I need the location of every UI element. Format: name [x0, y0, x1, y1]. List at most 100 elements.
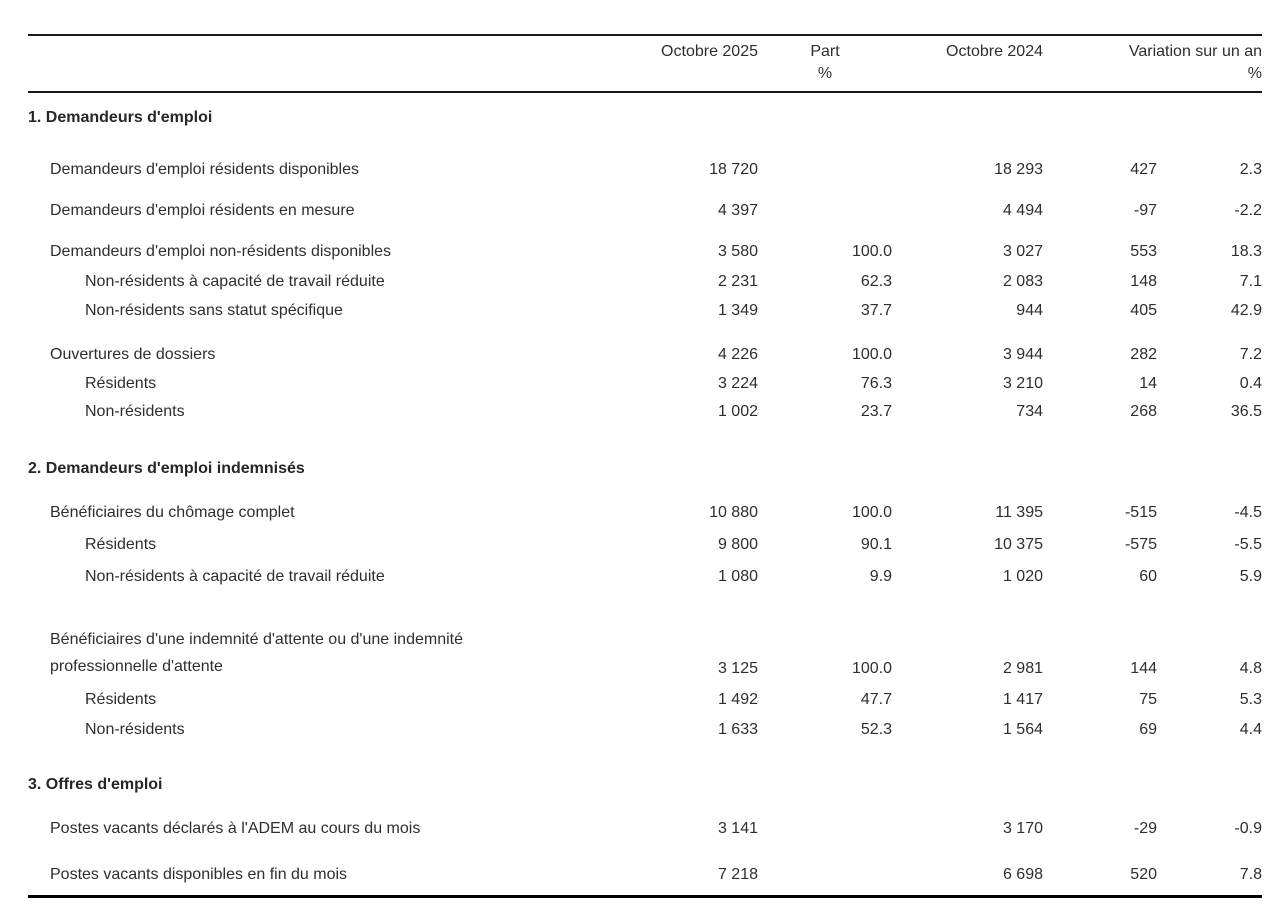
value-variation: 148 — [1130, 273, 1157, 290]
value-part: 90.1 — [860, 536, 892, 553]
column-header-octobre-2024: Octobre 2024 — [946, 43, 1043, 60]
value-variation: 14 — [1139, 375, 1157, 392]
column-header-octobre-2025: Octobre 2025 — [661, 43, 758, 60]
row-label: Résidents — [85, 536, 157, 553]
table-header-row-2: % % — [28, 63, 1262, 91]
value-part: 100.0 — [851, 243, 892, 260]
row-label: Ouvertures de dossiers — [50, 346, 216, 363]
value-variation: 427 — [1130, 161, 1157, 178]
table-row-postes-declares: Postes vacants déclarés à l'ADEM au cour… — [28, 818, 1262, 840]
value-octobre-2025: 1 002 — [717, 403, 758, 420]
value-variation: 405 — [1130, 302, 1157, 319]
value-part: 52.3 — [860, 721, 892, 738]
section-title-offres-emploi: 3. Offres d'emploi — [28, 776, 163, 793]
value-octobre-2024: 18 293 — [994, 161, 1043, 178]
value-variation-pct: 7.1 — [1239, 273, 1262, 290]
table-row-residents-disponibles: Demandeurs d'emploi résidents disponible… — [28, 159, 1262, 181]
value-octobre-2024: 3 170 — [1002, 820, 1043, 837]
value-octobre-2025: 7 218 — [717, 866, 758, 883]
value-variation-pct: 2.3 — [1239, 161, 1262, 178]
value-octobre-2025: 1 080 — [717, 568, 758, 585]
table-row-attente-non-residents: Non-résidents 1 633 52.3 1 564 69 4.4 — [28, 719, 1262, 741]
column-header-part: Part — [810, 43, 840, 60]
value-part: 100.0 — [851, 504, 892, 521]
value-octobre-2024: 4 494 — [1002, 202, 1043, 219]
value-octobre-2024: 3 944 — [1002, 346, 1043, 363]
row-label: Non-résidents sans statut spécifique — [85, 302, 343, 319]
section-title-demandeurs-indemnises: 2. Demandeurs d'emploi indemnisés — [28, 460, 305, 477]
value-variation-pct: 4.8 — [1239, 660, 1262, 677]
value-part: 9.9 — [869, 568, 892, 585]
row-label: Postes vacants disponibles en fin du moi… — [50, 866, 348, 883]
value-variation: 520 — [1130, 866, 1157, 883]
value-variation: -575 — [1124, 536, 1157, 553]
value-variation: 60 — [1139, 568, 1157, 585]
value-part: 62.3 — [860, 273, 892, 290]
table-row-residents-en-mesure: Demandeurs d'emploi résidents en mesure … — [28, 200, 1262, 222]
table-row-ouvertures-residents: Résidents 3 224 76.3 3 210 14 0.4 — [28, 373, 1262, 395]
value-octobre-2024: 2 981 — [1002, 660, 1043, 677]
value-octobre-2025: 3 141 — [717, 820, 758, 837]
row-label: Résidents — [85, 691, 157, 708]
value-variation-pct: 5.3 — [1239, 691, 1262, 708]
value-octobre-2024: 11 395 — [995, 504, 1043, 521]
row-label: Non-résidents à capacité de travail rédu… — [85, 273, 385, 290]
row-label: Résidents — [85, 375, 157, 392]
value-part: 47.7 — [860, 691, 892, 708]
value-octobre-2025: 1 492 — [717, 691, 758, 708]
value-variation: -29 — [1133, 820, 1157, 837]
table-row-sans-statut: Non-résidents sans statut spécifique 1 3… — [28, 300, 1262, 322]
column-header-variation-unit: % — [1247, 65, 1262, 82]
value-variation: 282 — [1130, 346, 1157, 363]
value-octobre-2024: 734 — [1016, 403, 1043, 420]
table-row-attente-residents: Résidents 1 492 47.7 1 417 75 5.3 — [28, 689, 1262, 711]
value-octobre-2024: 6 698 — [1002, 866, 1043, 883]
value-variation-pct: -2.2 — [1234, 202, 1262, 219]
row-label: Non-résidents — [85, 721, 185, 738]
value-octobre-2024: 2 083 — [1002, 273, 1043, 290]
value-octobre-2025: 1 633 — [717, 721, 758, 738]
row-label-line-1: Bénéficiaires d'une indemnité d'attente … — [50, 631, 463, 648]
value-variation-pct: 7.8 — [1239, 866, 1262, 883]
value-octobre-2025: 1 349 — [717, 302, 758, 319]
table-row-chomage-capacite-reduite: Non-résidents à capacité de travail rédu… — [28, 566, 1262, 588]
value-octobre-2025: 18 720 — [709, 161, 758, 178]
row-label: Bénéficiaires d'une indemnité d'attente … — [28, 626, 620, 680]
value-variation-pct: -5.5 — [1234, 536, 1262, 553]
value-variation: 268 — [1130, 403, 1157, 420]
value-part: 23.7 — [860, 403, 892, 420]
row-label: Demandeurs d'emploi résidents en mesure — [50, 202, 355, 219]
value-octobre-2025: 9 800 — [717, 536, 758, 553]
row-label: Bénéficiaires du chômage complet — [50, 504, 295, 521]
value-octobre-2025: 4 397 — [717, 202, 758, 219]
row-label: Non-résidents — [85, 403, 185, 420]
column-header-variation: Variation sur un an — [1128, 43, 1262, 60]
top-rule — [28, 34, 1262, 36]
value-octobre-2024: 3 210 — [1002, 375, 1043, 392]
value-octobre-2024: 3 027 — [1002, 243, 1043, 260]
row-label: Non-résidents à capacité de travail rédu… — [85, 568, 385, 585]
table-row-indemnite-attente: Bénéficiaires d'une indemnité d'attente … — [28, 626, 1262, 680]
table-row-chomage-complet: Bénéficiaires du chômage complet 10 880 … — [28, 502, 1262, 524]
value-variation-pct: 18.3 — [1230, 243, 1262, 260]
value-variation: 75 — [1139, 691, 1157, 708]
header-rule — [28, 91, 1262, 93]
value-variation: -97 — [1133, 202, 1157, 219]
row-label: Demandeurs d'emploi résidents disponible… — [50, 161, 359, 178]
value-part: 100.0 — [851, 346, 892, 363]
table-row-capacite-reduite: Non-résidents à capacité de travail rédu… — [28, 271, 1262, 293]
value-octobre-2025: 10 880 — [709, 504, 758, 521]
value-octobre-2024: 944 — [1016, 302, 1043, 319]
value-variation: -515 — [1124, 504, 1157, 521]
value-part: 76.3 — [860, 375, 892, 392]
value-variation: 553 — [1130, 243, 1157, 260]
table-row-non-residents-disponibles: Demandeurs d'emploi non-résidents dispon… — [28, 241, 1262, 263]
value-octobre-2025: 3 224 — [717, 375, 758, 392]
value-variation-pct: -4.5 — [1234, 504, 1262, 521]
table-row-ouvertures-dossiers: Ouvertures de dossiers 4 226 100.0 3 944… — [28, 344, 1262, 366]
value-variation-pct: 42.9 — [1230, 302, 1262, 319]
value-part: 37.7 — [860, 302, 892, 319]
value-octobre-2025: 3 580 — [717, 243, 758, 260]
value-variation: 144 — [1130, 660, 1157, 677]
table-header-row-1: Octobre 2025 Part Octobre 2024 Variation… — [28, 36, 1262, 63]
